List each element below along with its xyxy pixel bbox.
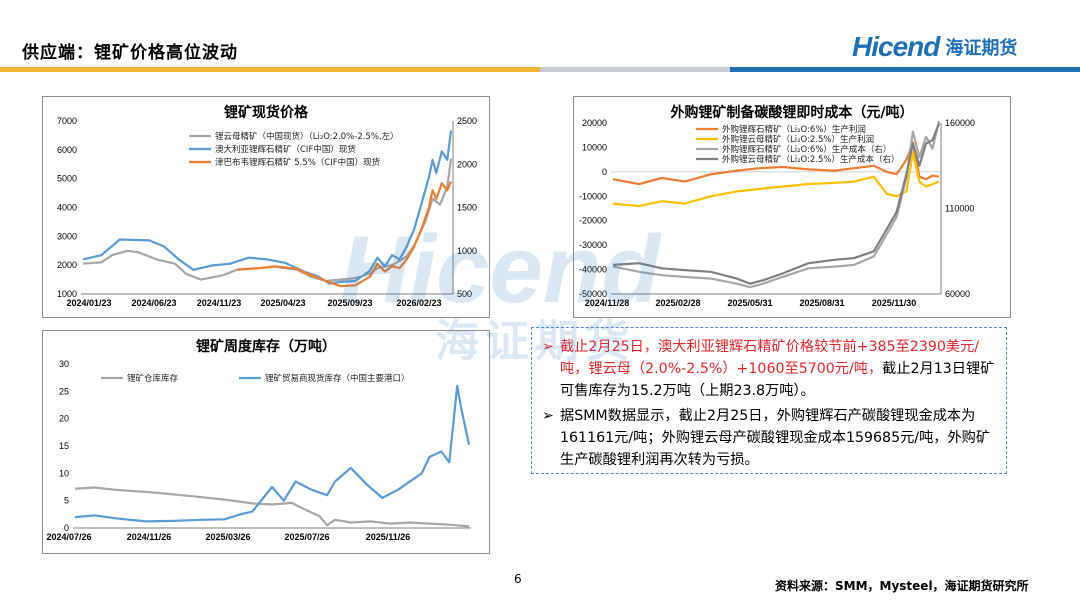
legend-label: 津巴布韦锂辉石精矿 5.5%（CIF中国）现货 bbox=[215, 157, 381, 168]
y-tick-label: 5 bbox=[64, 496, 69, 506]
y2-tick-label: 110000 bbox=[945, 204, 974, 214]
slide-title: 供应端：锂矿价格高位波动 bbox=[22, 43, 238, 63]
y-tick-label: -50000 bbox=[579, 289, 607, 299]
y-tick-label: 6000 bbox=[57, 145, 77, 155]
series-line bbox=[74, 384, 471, 523]
y-tick-label: -20000 bbox=[579, 216, 607, 226]
title-rule-blue bbox=[730, 67, 1080, 72]
x-tick-label: 2024/06/23 bbox=[131, 298, 176, 308]
legend-label: 外购锂辉石精矿（Li₂O:6%）生产成本（右） bbox=[722, 144, 891, 155]
source-note: 资料来源：SMM，Mysteel，海证期货研究所 bbox=[775, 579, 1029, 593]
y-tick-label: -10000 bbox=[579, 191, 607, 201]
x-tick-label: 2025/11/30 bbox=[872, 298, 917, 308]
chart-panel-spot-price: 锂矿现货价格 1000 2000 3000 4000 5000 6000 7000 500 10… bbox=[42, 96, 490, 318]
page-number: 6 bbox=[514, 572, 522, 586]
chart-title: 锂矿现货价格 bbox=[224, 105, 308, 121]
logo-chinese: 海证期货 bbox=[945, 38, 1018, 59]
legend-label: 外购锂云母精矿（Li₂O:2.5%）生产成本（右） bbox=[722, 154, 900, 165]
y-tick-label: 5000 bbox=[57, 174, 77, 184]
y-tick-label: 0 bbox=[602, 167, 607, 177]
y-tick-label: 15 bbox=[59, 441, 69, 451]
y-tick-label: 10000 bbox=[582, 142, 607, 152]
chart-svg-inventory: 0 5 10 15 20 25 30 2024/07/26 2024/11/26 2025/03/… bbox=[46, 359, 471, 542]
series-line bbox=[237, 181, 453, 288]
y-tick-label: 20 bbox=[59, 414, 69, 424]
y2-tick-label: 60000 bbox=[945, 289, 970, 299]
y-tick-label: -40000 bbox=[579, 265, 607, 275]
bullet-2-text: 据SMM数据显示，截止2月25日，外购锂辉石产碳酸锂现金成本为161161元/吨… bbox=[560, 408, 991, 468]
chart-title: 外购锂矿制备碳酸锂即时成本（元/吨） bbox=[670, 105, 914, 121]
bullet-arrow-icon: ➢ bbox=[542, 339, 554, 355]
y-tick-label: 7000 bbox=[57, 116, 77, 126]
y-tick-label: 30 bbox=[59, 359, 69, 369]
x-tick-label: 2024/11/26 bbox=[127, 532, 172, 542]
title-rule-orange bbox=[0, 67, 540, 72]
x-tick-label: 2025/08/31 bbox=[799, 298, 844, 308]
chart-title: 锂矿周度库存（万吨） bbox=[196, 339, 336, 355]
y2-tick-label: 2000 bbox=[457, 159, 477, 169]
y-tick-label: 4000 bbox=[57, 203, 77, 213]
series-line bbox=[612, 120, 941, 289]
chart-svg-cost: -50000 -40000 -30000 -20000 -10000 0 10000 2000… bbox=[579, 118, 975, 308]
x-tick-label: 2024/11/23 bbox=[197, 298, 242, 308]
y2-tick-label: 2500 bbox=[457, 116, 477, 126]
series-line bbox=[612, 123, 941, 285]
commentary-box: ➢ 截止2月25日，澳大利亚锂辉石精矿价格较节前+385至2390美元/吨，锂云… bbox=[531, 327, 1007, 474]
y-tick-label: 1000 bbox=[57, 289, 77, 299]
legend-label: 外购锂云母精矿（Li₂O:2.5%）生产利润 bbox=[722, 134, 874, 145]
bullet-arrow-icon: ➢ bbox=[542, 408, 554, 424]
legend-label: 锂云母精矿（中国现货）（Li₂O:2.0%-2.5%,左） bbox=[215, 131, 399, 142]
y-tick-label: 2000 bbox=[57, 260, 77, 270]
x-tick-label: 2025/11/26 bbox=[366, 532, 411, 542]
title-rule-gray bbox=[540, 67, 730, 72]
y2-tick-label: 500 bbox=[457, 289, 472, 299]
bullet-1-text: 截止2月25日，澳大利亚锂辉石精矿价格较节前+385至2390美元/吨，锂云母（… bbox=[560, 339, 995, 399]
chart-svg-spot-price: 1000 2000 3000 4000 5000 6000 7000 500 1000 1500 2… bbox=[57, 116, 477, 308]
y-tick-label: 3000 bbox=[57, 231, 77, 241]
y-tick-label: 10 bbox=[59, 468, 69, 478]
x-tick-label: 2025/02/28 bbox=[655, 298, 700, 308]
x-tick-label: 2025/04/23 bbox=[260, 298, 305, 308]
y-tick-label: 25 bbox=[59, 386, 69, 396]
y2-tick-label: 160000 bbox=[945, 118, 975, 128]
company-logo: Hicend 海证期货 bbox=[852, 30, 1017, 64]
x-tick-label: 2024/01/23 bbox=[66, 298, 111, 308]
series-line bbox=[82, 130, 453, 285]
series-line bbox=[612, 141, 940, 186]
bullet-1: ➢ 截止2月25日，澳大利亚锂辉石精矿价格较节前+385至2390美元/吨，锂云… bbox=[542, 336, 996, 402]
x-tick-label: 2025/07/26 bbox=[284, 532, 329, 542]
x-tick-label: 2024/07/26 bbox=[46, 532, 91, 542]
legend-label: 锂矿仓库库存 bbox=[127, 373, 179, 384]
legend-label: 锂矿贸易商现货库存（中国主要港口） bbox=[265, 373, 410, 384]
y-tick-label: -30000 bbox=[579, 240, 607, 250]
x-tick-label: 2025/05/31 bbox=[727, 298, 772, 308]
series-line bbox=[82, 158, 453, 283]
series-line bbox=[612, 151, 940, 208]
legend-label: 外购锂辉石精矿（Li₂O:6%）生产利润 bbox=[722, 124, 866, 135]
y2-tick-label: 1500 bbox=[457, 203, 477, 213]
x-tick-label: 2026/02/23 bbox=[396, 298, 441, 308]
y-tick-label: 0 bbox=[64, 523, 69, 533]
legend-label: 澳大利亚锂辉石精矿（CIF中国）现货 bbox=[215, 144, 356, 155]
series-line bbox=[74, 486, 470, 528]
x-tick-label: 2025/09/23 bbox=[327, 298, 372, 308]
x-tick-label: 2025/03/26 bbox=[205, 532, 250, 542]
y2-tick-label: 1000 bbox=[457, 246, 477, 256]
logo-wordmark: Hicend bbox=[852, 31, 940, 62]
chart-panel-cost: 外购锂矿制备碳酸锂即时成本（元/吨） -50000 -40000 -30000 -20… bbox=[573, 96, 1011, 318]
y-tick-label: 20000 bbox=[582, 118, 607, 128]
x-tick-label: 2024/11/28 bbox=[585, 298, 630, 308]
chart-panel-inventory: 锂矿周度库存（万吨） 0 5 10 15 20 25 30 2024/07/26 2024/11… bbox=[42, 330, 490, 554]
bullet-2: ➢ 据SMM数据显示，截止2月25日，外购锂辉石产碳酸锂现金成本为161161元… bbox=[542, 405, 996, 471]
